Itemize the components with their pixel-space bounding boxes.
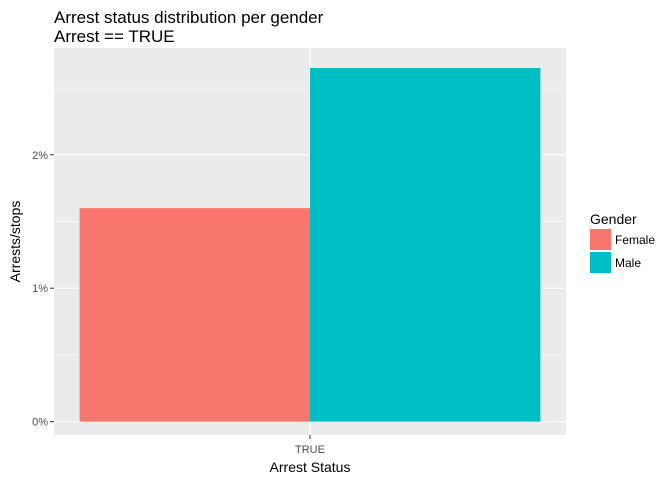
x-axis-ticks: TRUE xyxy=(295,435,325,456)
legend-entries: Female Male xyxy=(590,229,655,273)
bars-layer xyxy=(79,68,541,422)
y-tick-label: 2% xyxy=(32,150,48,162)
x-axis-title: Arrest Status xyxy=(270,459,351,475)
legend-label-female: Female xyxy=(615,233,655,247)
y-tick-label: 1% xyxy=(32,283,48,295)
legend-key-female xyxy=(590,229,611,250)
bar-female xyxy=(79,208,310,422)
chart-title: Arrest status distribution per gender xyxy=(54,8,324,27)
x-tick-label: TRUE xyxy=(295,444,325,456)
chart-subtitle: Arrest == TRUE xyxy=(54,27,175,46)
y-axis-ticks: 0% 1% 2% xyxy=(32,150,54,429)
legend-title: Gender xyxy=(590,211,637,227)
y-tick-label: 0% xyxy=(32,417,48,429)
y-axis-title: Arrests/stops xyxy=(7,201,23,283)
legend-key-male xyxy=(590,252,611,273)
bar-male xyxy=(310,68,541,422)
legend-label-male: Male xyxy=(615,256,641,270)
legend: Gender Female Male xyxy=(590,211,655,273)
